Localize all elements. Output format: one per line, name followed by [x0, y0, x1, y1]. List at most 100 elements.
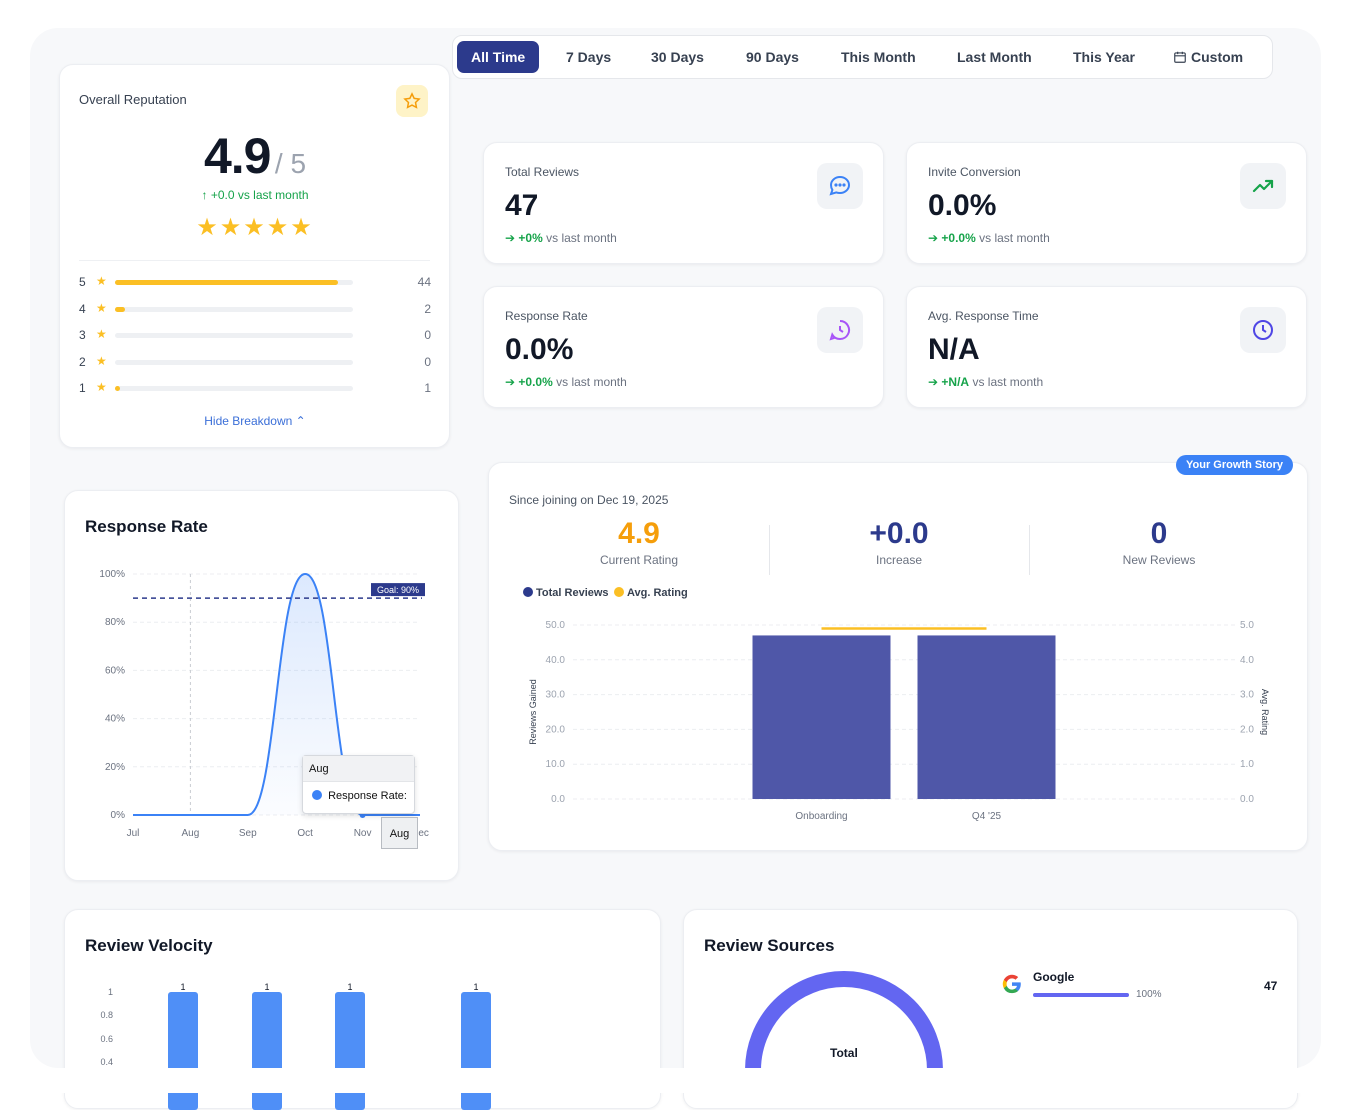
- trending-up-icon: [1240, 163, 1286, 209]
- stat-delta-suffix: vs last month: [546, 231, 617, 245]
- breakdown-row-1: 1 ★ 1: [79, 380, 431, 395]
- breakdown-bar-track: [115, 386, 353, 391]
- google-icon: [1001, 973, 1023, 1000]
- breakdown-count: 2: [424, 301, 431, 316]
- series-dot: [312, 790, 322, 800]
- tab-this-month[interactable]: This Month: [841, 49, 916, 65]
- tooltip-row: Response Rate:: [303, 782, 414, 802]
- tab-custom-label: Custom: [1191, 49, 1244, 65]
- tab-custom[interactable]: Custom: [1159, 41, 1257, 73]
- stat-trend: ➔ +0% vs last month: [505, 231, 617, 245]
- source-bar-track: [1033, 993, 1129, 997]
- legend-label: Avg. Rating: [627, 587, 688, 599]
- chevron-up-icon: ⌃: [295, 414, 306, 428]
- stat-delta-suffix: vs last month: [556, 375, 627, 389]
- rating-stars: ★★★★★: [196, 214, 314, 241]
- trend-text: +0.0 vs last month: [210, 188, 309, 202]
- goal-label: Goal: 90%: [377, 585, 419, 595]
- chart-title: Review Velocity: [85, 936, 213, 955]
- stat-trend: ➔ +0.0% vs last month: [505, 375, 627, 389]
- legend-avg-rating[interactable]: Avg. Rating: [614, 587, 688, 599]
- x-tick-label: Aug: [182, 828, 200, 839]
- goal-label-box: [371, 583, 425, 597]
- increase-label: Increase: [875, 553, 923, 567]
- tab-30-days[interactable]: 30 Days: [651, 49, 704, 65]
- x-tick-label: Onboarding: [795, 811, 847, 822]
- y-tick-label: 60%: [105, 665, 125, 676]
- legend-total-reviews[interactable]: Total Reviews: [523, 587, 609, 599]
- increase-value: +0.0: [869, 517, 929, 550]
- y2-tick-label: 4.0: [1240, 655, 1254, 666]
- tab-90-days[interactable]: 90 Days: [746, 49, 799, 65]
- breakdown-count: 1: [424, 381, 431, 395]
- response-rate-chart-card: Response Rate 0% 20% 40% 60% 80% 100% Jul Aug Se…: [64, 490, 459, 881]
- tab-all-time[interactable]: All Time: [457, 41, 540, 73]
- tab-7-days[interactable]: 7 Days: [566, 49, 612, 65]
- breakdown-bar-track: [115, 280, 353, 285]
- breakdown-row-4: 4 ★ 2: [79, 301, 431, 316]
- breakdown-bar-track: [115, 359, 353, 365]
- tab-last-month[interactable]: Last Month: [957, 49, 1032, 65]
- source-percent: 100%: [1136, 989, 1162, 1000]
- breakdown-row-5: 5 ★ 44: [79, 274, 431, 289]
- current-rating-stat: 4.9 Current Rating: [509, 517, 769, 567]
- y-tick-label: 0.4: [100, 1057, 113, 1067]
- increase-stat: +0.0 Increase: [769, 517, 1029, 567]
- hide-breakdown-button[interactable]: Hide Breakdown ⌃: [60, 414, 450, 428]
- stat-delta: +0.0%: [518, 375, 553, 389]
- star-level: 5: [79, 275, 86, 289]
- donut-center-label: Total: [830, 1046, 858, 1060]
- y-tick-label: 50.0: [546, 620, 566, 631]
- star-icon: ★: [96, 380, 107, 394]
- stat-label: Response Rate: [505, 309, 588, 323]
- response-rate-card: Response Rate 0.0% ➔ +0.0% vs last month: [483, 286, 884, 408]
- x-tick-label: Jul: [127, 828, 140, 839]
- new-reviews-label: New Reviews: [1122, 553, 1196, 567]
- y-axis-label: Reviews Gained: [528, 679, 538, 745]
- chat-bubble-icon: [817, 163, 863, 209]
- y-tick-label: 20%: [105, 762, 125, 773]
- stat-delta-suffix: vs last month: [979, 231, 1050, 245]
- stat-delta-suffix: vs last month: [972, 375, 1044, 389]
- y-tick-label: 1: [108, 987, 113, 997]
- since-joining: Since joining on Dec 19, 2025: [509, 493, 669, 507]
- growth-story-card: Since joining on Dec 19, 2025 4.9 Curren…: [488, 462, 1308, 851]
- stat-value: N/A: [928, 333, 980, 366]
- legend-dot: [523, 587, 533, 597]
- growth-story-badge: Your Growth Story: [1176, 455, 1293, 475]
- y2-tick-label: 0.0: [1240, 794, 1254, 805]
- stat-label: Avg. Response Time: [928, 309, 1039, 323]
- bar-data-label: 1: [180, 982, 185, 992]
- bar-total-reviews[interactable]: [917, 635, 1056, 799]
- stat-delta: +0%: [518, 231, 543, 245]
- new-reviews-stat: 0 New Reviews: [1029, 517, 1289, 567]
- y-tick-label: 80%: [105, 617, 125, 628]
- stat-trend: ➔ +0.0% vs last month: [928, 231, 1050, 245]
- breakdown-count: 0: [424, 354, 431, 369]
- bar-data-label: 1: [473, 982, 478, 992]
- bar-total-reviews[interactable]: [752, 635, 891, 799]
- star-icon: ★: [96, 327, 107, 341]
- invite-conversion-card: Invite Conversion 0.0% ➔ +0.0% vs last m…: [906, 142, 1307, 264]
- breakdown-count: 0: [424, 328, 431, 342]
- star-level: 1: [79, 381, 86, 395]
- chart-tooltip: Aug Response Rate:: [302, 755, 415, 814]
- score-denominator: / 5: [274, 148, 307, 179]
- date-range-tabs: All Time 7 Days 30 Days 90 Days This Mon…: [452, 35, 1273, 79]
- star-icon: [396, 85, 428, 117]
- source-name: Google: [1033, 970, 1075, 984]
- breakdown-count: 44: [417, 275, 431, 289]
- y-tick-label: 20.0: [546, 724, 566, 735]
- stat-delta: +0.0%: [941, 231, 976, 245]
- breakdown-row-2: 2 ★ 0: [79, 354, 431, 369]
- chat-clock-icon: [817, 307, 863, 353]
- calendar-icon: [1173, 43, 1187, 75]
- tab-this-year[interactable]: This Year: [1073, 49, 1136, 65]
- y-tick-label: 0%: [111, 810, 126, 821]
- breakdown-row-3: 3 ★ 0: [79, 327, 431, 342]
- breakdown-bar-fill: [115, 306, 126, 312]
- y2-tick-label: 1.0: [1240, 759, 1254, 770]
- x-tick-label: Q4 '25: [972, 811, 1002, 822]
- source-bar-fill: [1033, 993, 1129, 997]
- hide-breakdown-label: Hide Breakdown: [204, 414, 293, 428]
